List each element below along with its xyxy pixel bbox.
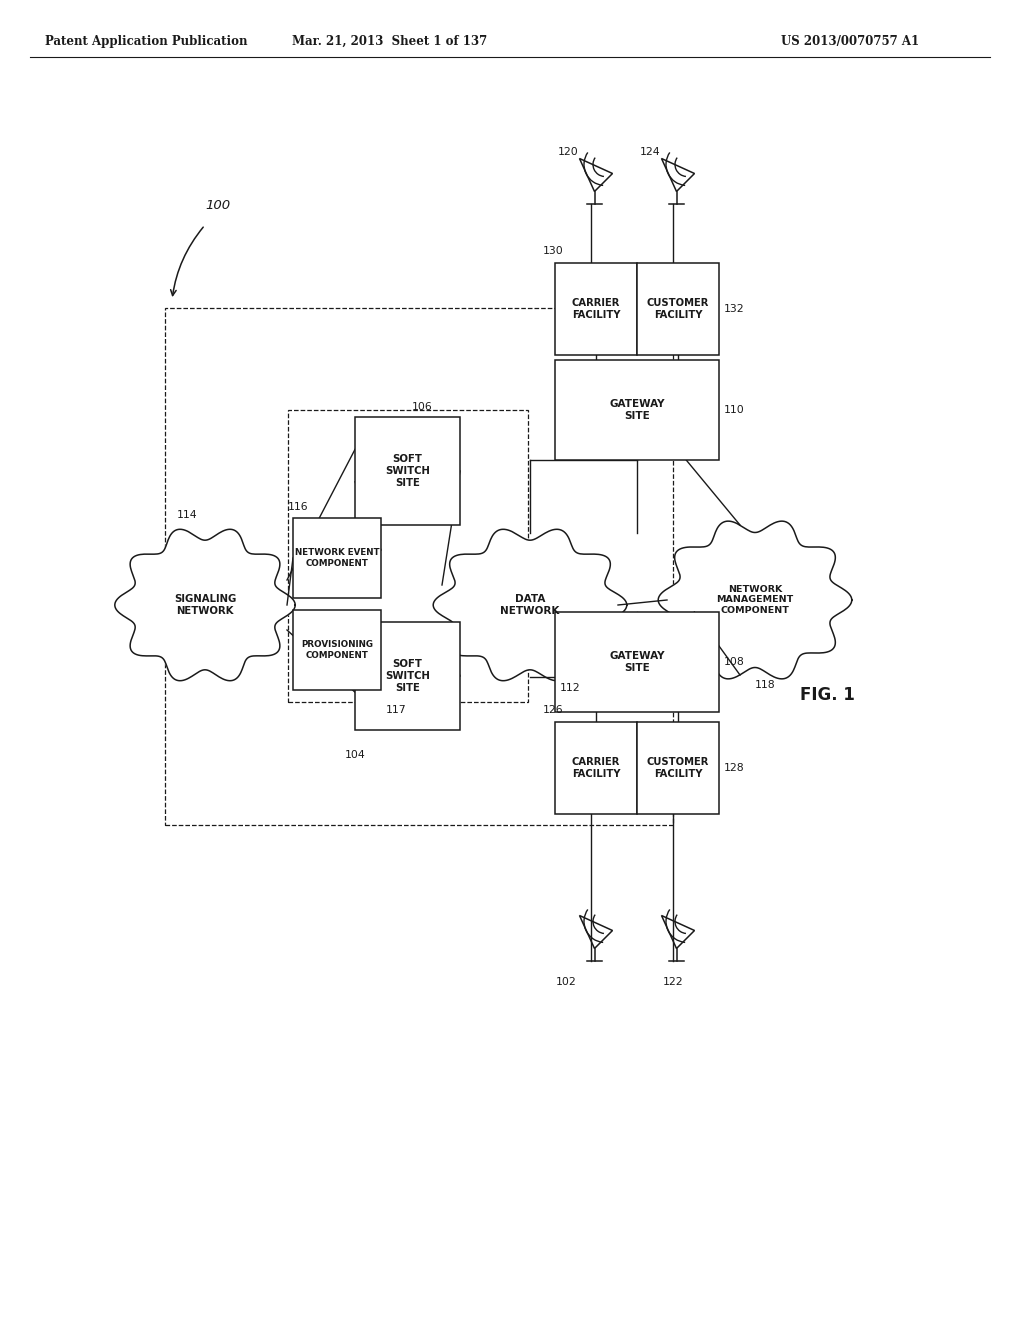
Text: SOFT
SWITCH
SITE: SOFT SWITCH SITE: [385, 659, 430, 693]
Text: DATA
NETWORK: DATA NETWORK: [501, 594, 560, 616]
Bar: [293, 517, 381, 598]
Bar: [355, 417, 460, 525]
Bar: [555, 722, 637, 814]
Text: PROVISIONING
COMPONENT: PROVISIONING COMPONENT: [301, 640, 373, 660]
Text: GATEWAY
SITE: GATEWAY SITE: [609, 651, 665, 673]
Text: 112: 112: [560, 682, 581, 693]
Bar: [288, 411, 528, 702]
Text: Patent Application Publication: Patent Application Publication: [45, 36, 248, 48]
Text: 128: 128: [724, 763, 744, 774]
Text: 130: 130: [543, 246, 564, 256]
Text: FIG. 1: FIG. 1: [800, 686, 855, 704]
Text: 100: 100: [205, 199, 230, 213]
Text: CARRIER
FACILITY: CARRIER FACILITY: [571, 298, 621, 319]
Text: 117: 117: [386, 705, 407, 715]
Bar: [637, 722, 719, 814]
Bar: [165, 308, 673, 825]
Text: CUSTOMER
FACILITY: CUSTOMER FACILITY: [647, 298, 710, 319]
Polygon shape: [115, 529, 295, 681]
Text: 114: 114: [177, 510, 198, 520]
Text: 126: 126: [543, 705, 563, 715]
Text: 122: 122: [663, 977, 684, 987]
Text: 120: 120: [558, 147, 579, 157]
Text: NETWORK EVENT
COMPONENT: NETWORK EVENT COMPONENT: [295, 548, 379, 568]
Text: NETWORK
MANAGEMENT
COMPONENT: NETWORK MANAGEMENT COMPONENT: [717, 585, 794, 615]
Bar: [555, 263, 637, 355]
Polygon shape: [658, 521, 852, 678]
Polygon shape: [433, 529, 627, 681]
Text: 106: 106: [412, 403, 432, 412]
Text: 124: 124: [640, 147, 660, 157]
Text: US 2013/0070757 A1: US 2013/0070757 A1: [781, 36, 920, 48]
Text: 110: 110: [724, 405, 744, 414]
Bar: [293, 610, 381, 690]
Text: 116: 116: [288, 502, 308, 512]
Text: SOFT
SWITCH
SITE: SOFT SWITCH SITE: [385, 454, 430, 488]
Text: Mar. 21, 2013  Sheet 1 of 137: Mar. 21, 2013 Sheet 1 of 137: [293, 36, 487, 48]
Text: SIGNALING
NETWORK: SIGNALING NETWORK: [174, 594, 237, 616]
Text: 104: 104: [345, 750, 366, 760]
Text: 102: 102: [556, 977, 577, 987]
Text: 118: 118: [755, 680, 775, 690]
Bar: [355, 622, 460, 730]
Bar: [555, 360, 719, 459]
Bar: [555, 612, 719, 711]
Text: GATEWAY
SITE: GATEWAY SITE: [609, 399, 665, 421]
Text: 132: 132: [724, 304, 744, 314]
Text: CUSTOMER
FACILITY: CUSTOMER FACILITY: [647, 756, 710, 779]
Bar: [637, 263, 719, 355]
Text: CARRIER
FACILITY: CARRIER FACILITY: [571, 756, 621, 779]
Text: 108: 108: [724, 657, 744, 667]
